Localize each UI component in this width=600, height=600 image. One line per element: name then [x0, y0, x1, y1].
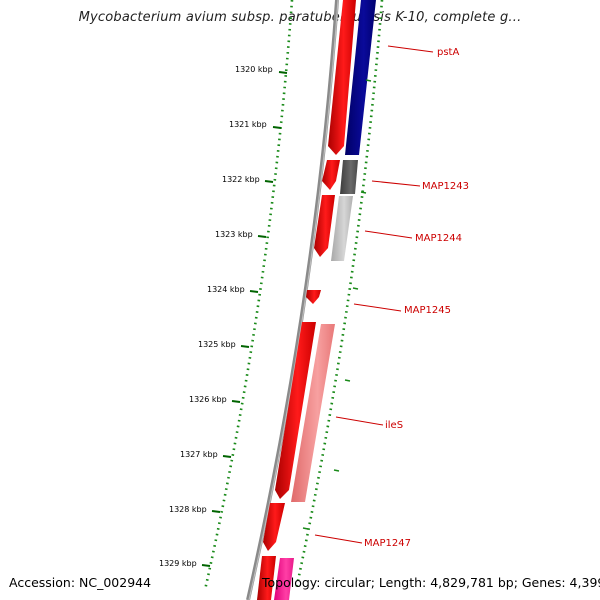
tick-label-1320: 1320 kbp [235, 65, 273, 74]
tick-label-1326: 1326 kbp [189, 395, 227, 404]
tick-mark [249, 290, 259, 293]
accession-text: Accession: NC_002944 [9, 575, 152, 590]
cds-forward-next [257, 556, 276, 600]
tick-mark [231, 400, 241, 403]
gene-label-pstA[interactable]: pstA [437, 47, 459, 58]
label-connectors [314, 45, 434, 544]
genome-backbone [246, 0, 339, 600]
ruler-minor-ticks [302, 79, 372, 530]
connector-MAP1247 [314, 534, 363, 544]
cds-forward-MAP1245 [306, 290, 321, 304]
tick-label-1327: 1327 kbp [180, 450, 218, 459]
cds-reverse-navy [345, 0, 376, 155]
cds-reverse-salmon [291, 324, 335, 502]
connector-MAP1244 [364, 230, 413, 239]
tick-label-1328: 1328 kbp [169, 505, 207, 514]
tick-mark [272, 126, 282, 129]
connector-pstA [387, 45, 434, 53]
gene-label-MAP1244[interactable]: MAP1244 [415, 233, 462, 244]
tick-label-1329: 1329 kbp [159, 559, 197, 568]
tick-mark [240, 345, 250, 348]
tick-label-1321: 1321 kbp [229, 120, 267, 129]
gc-content-track-outer [203, 0, 294, 591]
tick-mark [211, 510, 221, 513]
cds-forward-MAP1243 [322, 160, 340, 190]
connector-MAP1245 [353, 303, 402, 312]
map-title: Mycobacterium avium subsp. paratuberculo… [78, 10, 522, 25]
tick-label-1322: 1322 kbp [222, 175, 260, 184]
gene-label-MAP1245[interactable]: MAP1245 [404, 305, 451, 316]
tick-label-1324: 1324 kbp [207, 285, 245, 294]
ruler-ticks [201, 71, 288, 567]
cds-forward-MAP1244 [314, 195, 335, 257]
tick-mark [278, 71, 288, 74]
cds-forward-pstA [328, 0, 356, 155]
gene-label-ileS[interactable]: ileS [385, 420, 403, 431]
cds-reverse-dark-gray [340, 160, 358, 194]
tick-label-1323: 1323 kbp [215, 230, 253, 239]
gene-label-MAP1243[interactable]: MAP1243 [422, 181, 469, 192]
tick-mark [264, 180, 274, 183]
tick-label-1325: 1325 kbp [198, 340, 236, 349]
tick-mark [201, 564, 211, 567]
gene-label-MAP1247[interactable]: MAP1247 [364, 538, 411, 549]
cds-reverse-light-gray [331, 196, 353, 261]
tick-mark [222, 455, 232, 458]
connector-MAP1243 [371, 180, 421, 187]
cds-forward-MAP1247 [263, 503, 285, 551]
genome-summary-text: Topology: circular; Length: 4,829,781 bp… [262, 575, 600, 590]
cds-forward-ileS [275, 322, 316, 499]
genome-backbone-highlight [248, 0, 339, 600]
cds-reverse-magenta [274, 558, 294, 600]
connector-ileS [335, 416, 384, 426]
tick-mark [257, 235, 267, 238]
